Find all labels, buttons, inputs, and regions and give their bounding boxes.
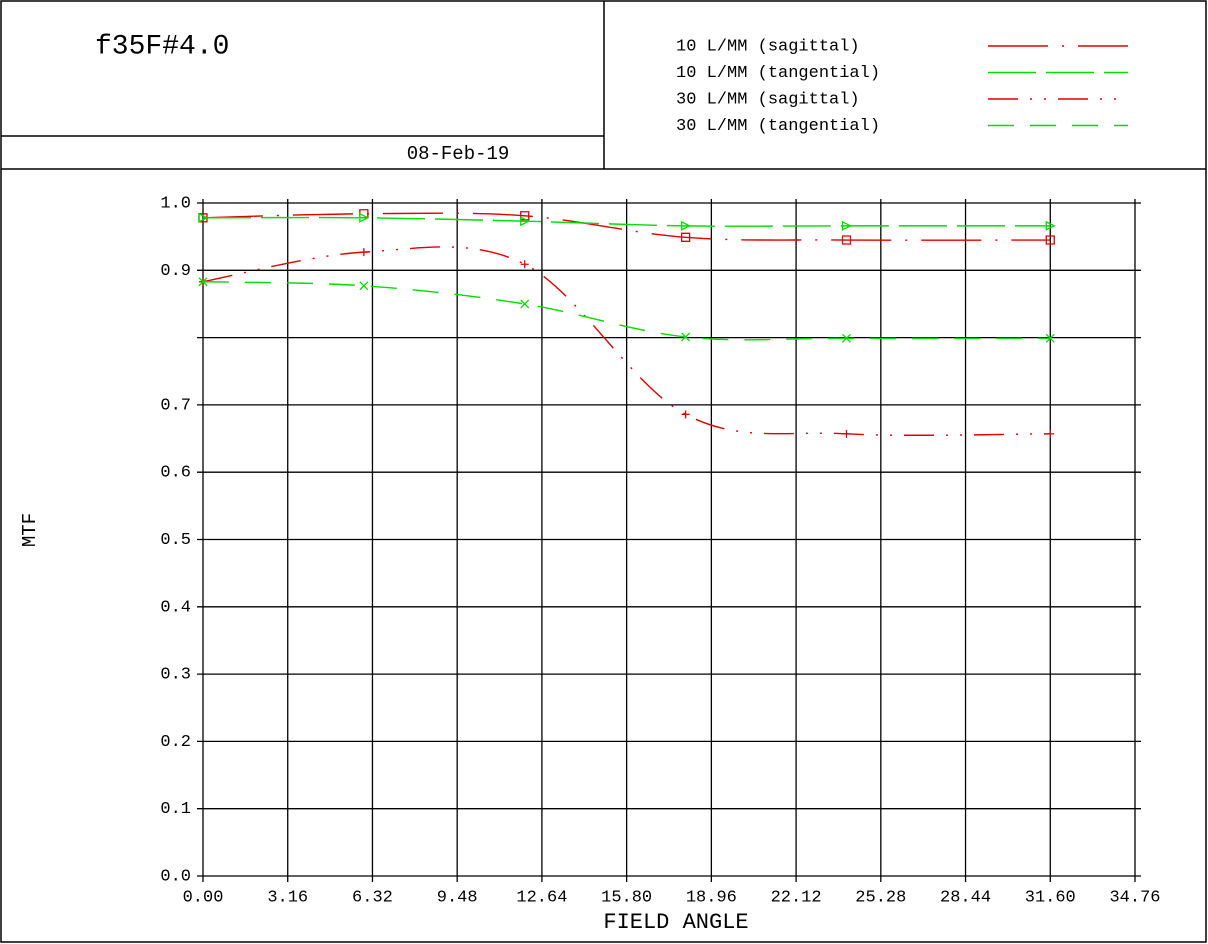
x-tick-label: 0.00 (183, 888, 224, 907)
series-line (202, 281, 1051, 341)
x-tick-label: 28.44 (940, 888, 991, 907)
marker (1045, 235, 1055, 245)
x-tick-label: 9.48 (437, 888, 478, 907)
y-tick-label: 0.7 (160, 396, 191, 415)
marker (841, 235, 852, 245)
marker (681, 410, 690, 419)
x-tick-label: 22.12 (771, 888, 822, 907)
y-tick-label: 0.2 (160, 733, 191, 752)
marker (198, 212, 209, 223)
marker (680, 232, 691, 242)
legend-label: 10 L/MM (sagittal) (676, 37, 860, 56)
marker (1045, 220, 1056, 231)
date: 08-Feb-19 (407, 143, 510, 165)
marker (520, 216, 531, 227)
y-axis-label: MTF (19, 513, 41, 547)
marker (359, 212, 370, 223)
x-tick-label: 12.64 (516, 888, 567, 907)
chart-title: f35F#4.0 (95, 31, 229, 62)
y-tick-label: 1.0 (160, 194, 191, 213)
marker (842, 429, 851, 438)
marker (520, 299, 530, 309)
y-tick-label: 0.1 (160, 800, 191, 819)
x-tick-label: 18.96 (686, 888, 737, 907)
marker (1046, 429, 1055, 438)
x-tick-label: 6.32 (352, 888, 393, 907)
marker (520, 260, 529, 269)
marker (1045, 333, 1055, 343)
marker (198, 277, 208, 287)
y-tick-label: 0.6 (160, 464, 191, 483)
series-line (202, 216, 1051, 227)
x-tick-label: 15.80 (601, 888, 652, 907)
x-tick-label: 25.28 (855, 888, 906, 907)
y-tick-label: 0.0 (160, 867, 191, 886)
y-tick-label: 0.9 (160, 262, 191, 281)
marker (359, 248, 368, 257)
x-tick-label: 31.60 (1025, 888, 1076, 907)
y-tick-label: 0.5 (160, 531, 191, 550)
marker (842, 333, 851, 343)
marker (359, 281, 369, 291)
legend-label: 30 L/MM (sagittal) (676, 90, 860, 109)
x-axis-label: FIELD ANGLE (603, 910, 748, 935)
legend-label: 30 L/MM (tangential) (676, 117, 880, 136)
series-line (202, 212, 1051, 241)
marker (841, 220, 852, 231)
y-tick-label: 0.3 (160, 666, 191, 685)
x-tick-label: 3.16 (267, 888, 308, 907)
x-tick-label: 34.76 (1109, 888, 1160, 907)
series-line (202, 246, 1051, 436)
marker (680, 220, 692, 231)
marker (681, 332, 691, 342)
y-tick-label: 0.4 (160, 598, 191, 617)
legend-label: 10 L/MM (tangential) (676, 64, 880, 83)
